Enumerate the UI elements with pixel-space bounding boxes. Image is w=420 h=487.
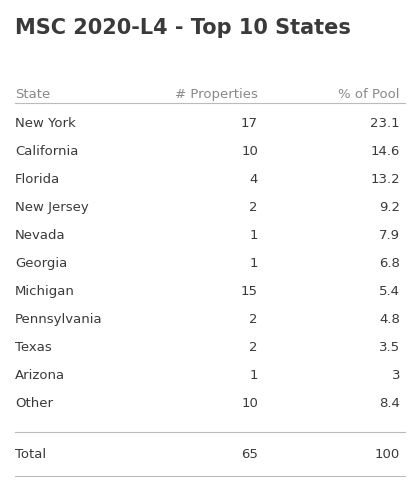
- Text: Arizona: Arizona: [15, 369, 65, 382]
- Text: Michigan: Michigan: [15, 285, 75, 298]
- Text: 1: 1: [249, 229, 258, 242]
- Text: Pennsylvania: Pennsylvania: [15, 313, 102, 326]
- Text: 100: 100: [375, 448, 400, 461]
- Text: 10: 10: [241, 145, 258, 158]
- Text: State: State: [15, 88, 50, 101]
- Text: 2: 2: [249, 313, 258, 326]
- Text: 3.5: 3.5: [379, 341, 400, 354]
- Text: 10: 10: [241, 397, 258, 410]
- Text: 1: 1: [249, 369, 258, 382]
- Text: 2: 2: [249, 341, 258, 354]
- Text: 6.8: 6.8: [379, 257, 400, 270]
- Text: 17: 17: [241, 117, 258, 130]
- Text: Texas: Texas: [15, 341, 52, 354]
- Text: 9.2: 9.2: [379, 201, 400, 214]
- Text: 4.8: 4.8: [379, 313, 400, 326]
- Text: 2: 2: [249, 201, 258, 214]
- Text: Other: Other: [15, 397, 53, 410]
- Text: New Jersey: New Jersey: [15, 201, 89, 214]
- Text: 13.2: 13.2: [370, 173, 400, 186]
- Text: 65: 65: [241, 448, 258, 461]
- Text: 7.9: 7.9: [379, 229, 400, 242]
- Text: 5.4: 5.4: [379, 285, 400, 298]
- Text: MSC 2020-L4 - Top 10 States: MSC 2020-L4 - Top 10 States: [15, 18, 351, 38]
- Text: 4: 4: [249, 173, 258, 186]
- Text: 23.1: 23.1: [370, 117, 400, 130]
- Text: # Properties: # Properties: [175, 88, 258, 101]
- Text: % of Pool: % of Pool: [339, 88, 400, 101]
- Text: 1: 1: [249, 257, 258, 270]
- Text: 3: 3: [391, 369, 400, 382]
- Text: 8.4: 8.4: [379, 397, 400, 410]
- Text: 14.6: 14.6: [370, 145, 400, 158]
- Text: California: California: [15, 145, 79, 158]
- Text: 15: 15: [241, 285, 258, 298]
- Text: Florida: Florida: [15, 173, 60, 186]
- Text: Nevada: Nevada: [15, 229, 66, 242]
- Text: Georgia: Georgia: [15, 257, 67, 270]
- Text: New York: New York: [15, 117, 76, 130]
- Text: Total: Total: [15, 448, 46, 461]
